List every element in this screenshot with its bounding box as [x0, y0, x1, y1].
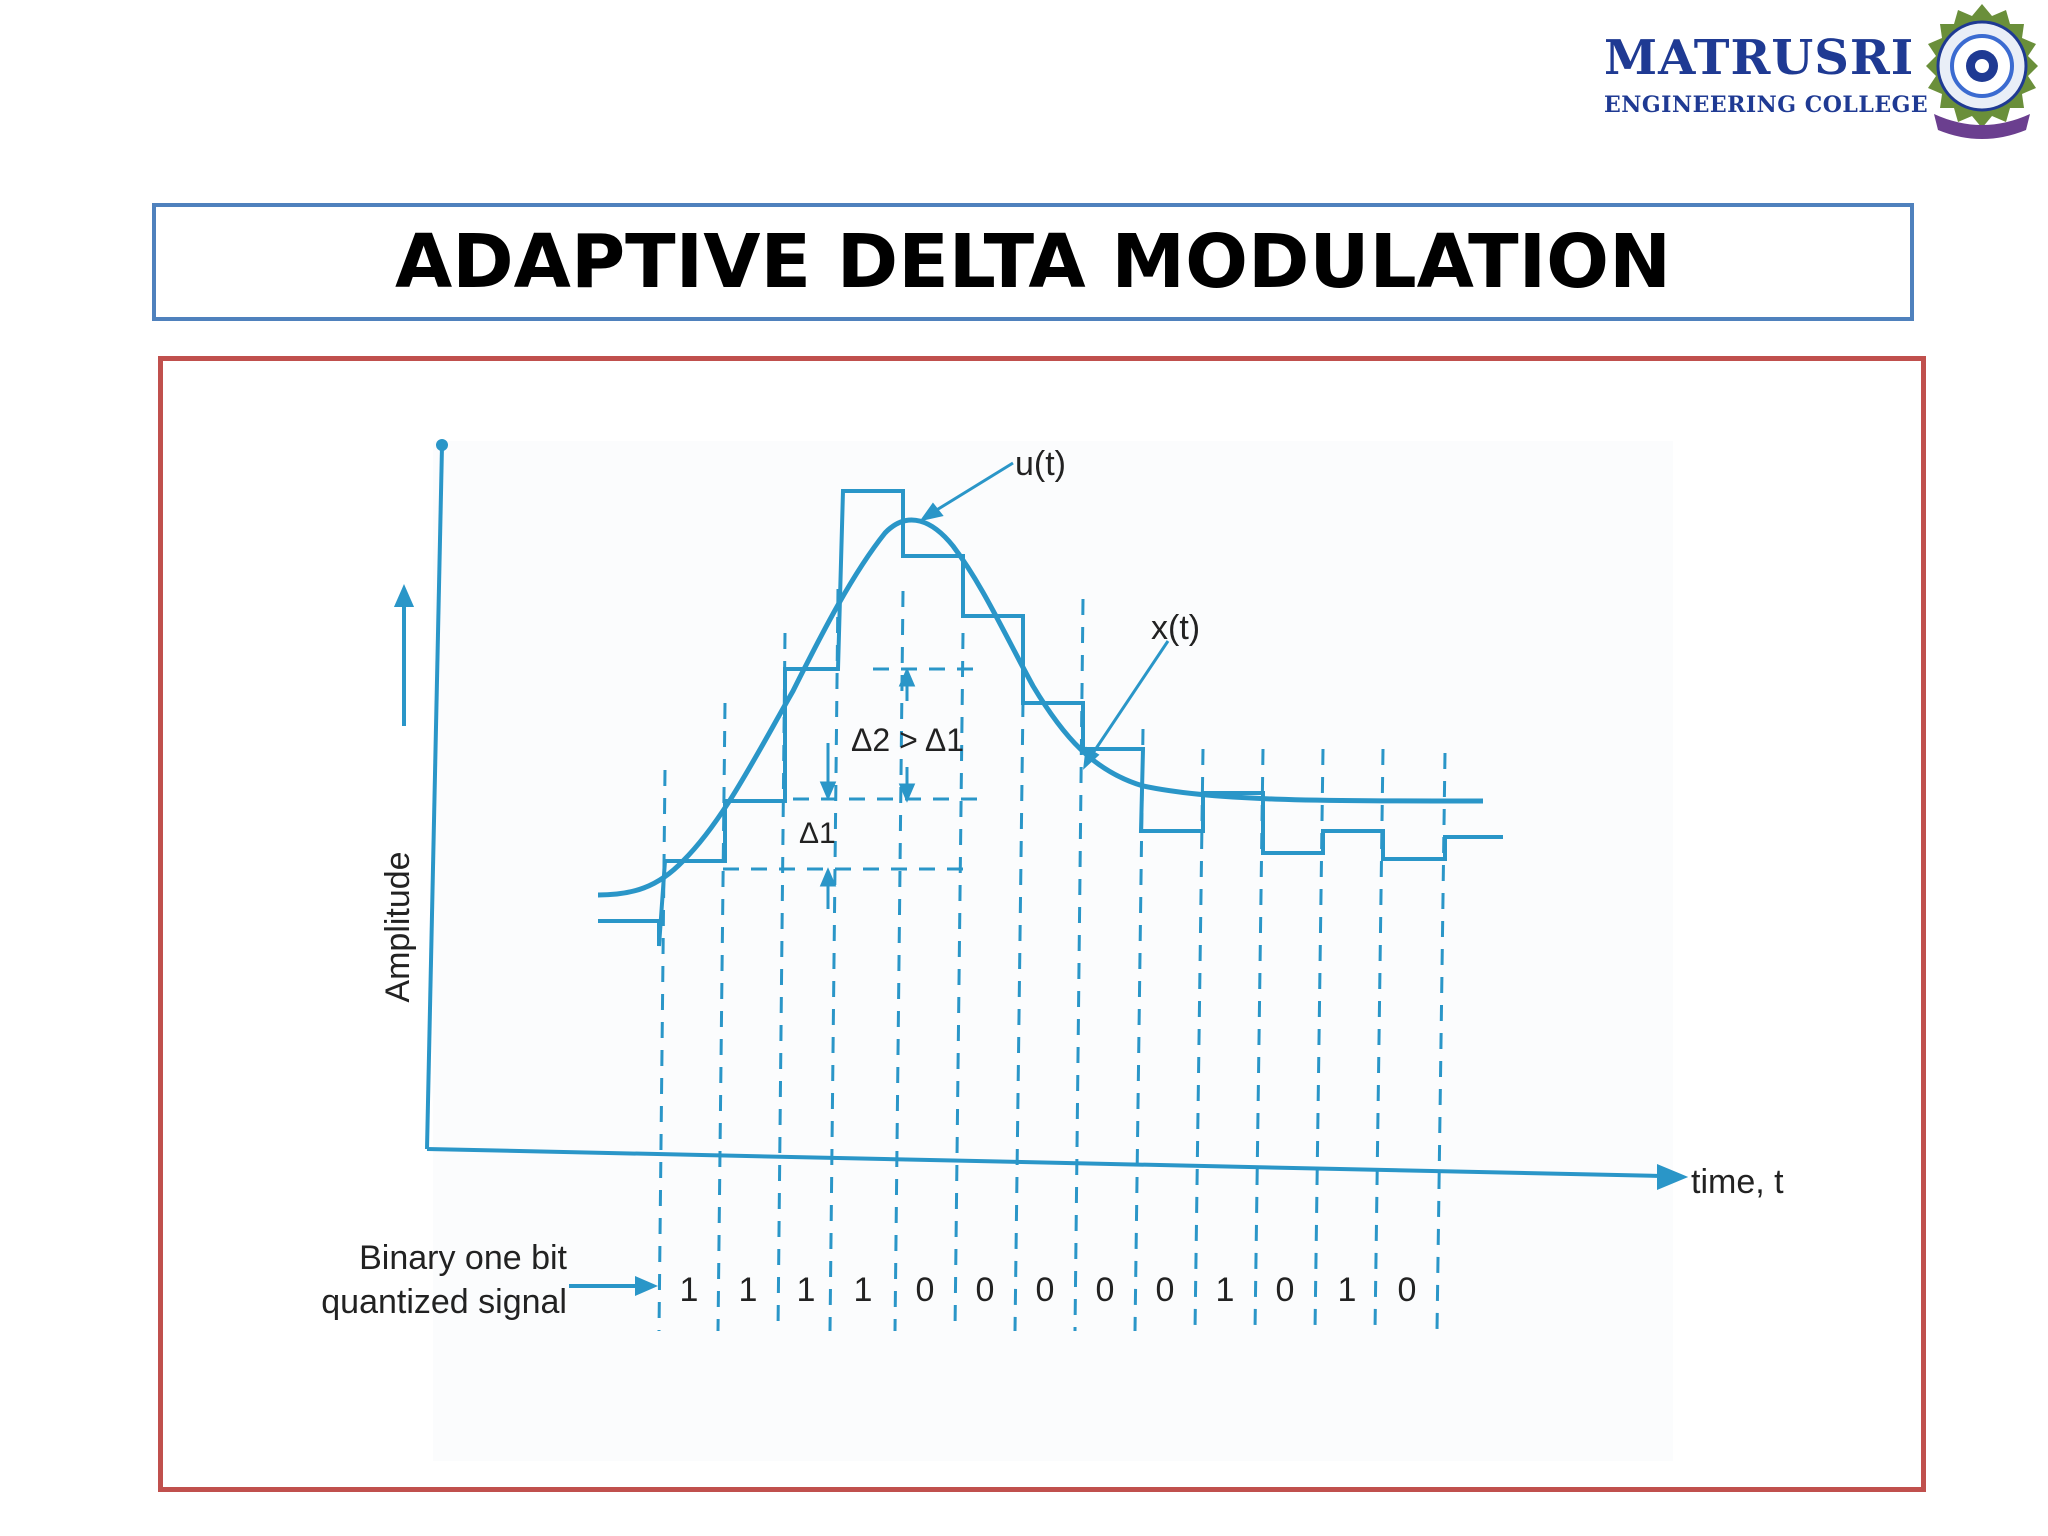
axes	[393, 439, 1689, 1297]
college-seal-icon	[1926, 4, 2038, 139]
bit-value: 0	[1276, 1271, 1295, 1309]
slide-title-box: ADAPTIVE DELTA MODULATION	[152, 203, 1914, 321]
y-axis	[425, 445, 444, 1150]
bits-label-line2: quantized signal	[321, 1283, 567, 1321]
slide-title: ADAPTIVE DELTA MODULATION	[394, 219, 1672, 305]
bit-value: 0	[1036, 1271, 1055, 1309]
x-axis	[426, 1147, 1662, 1178]
bit-value: 0	[1156, 1271, 1175, 1309]
bit-value: 1	[854, 1271, 873, 1309]
college-logo: MATRUSRI ENGINEERING COLLEGE	[1590, 0, 2048, 150]
bits-label-line1: Binary one bit	[359, 1239, 567, 1277]
college-subtitle: ENGINEERING COLLEGE	[1604, 92, 1929, 118]
adaptive-delta-modulation-diagram: Amplitude time, t u(t) x(t) Δ2 > Δ1 Δ1 B…	[321, 439, 1784, 1461]
y-axis-end-dot	[436, 439, 448, 451]
amplitude-arrow-head	[393, 584, 415, 607]
bit-value: 0	[1096, 1271, 1115, 1309]
bit-value: 0	[976, 1271, 995, 1309]
y-axis-label: Amplitude	[379, 851, 417, 1002]
bit-value: 0	[1398, 1271, 1417, 1309]
bit-value: 1	[739, 1271, 758, 1309]
step-arrows	[819, 667, 916, 909]
staircase-approximation	[598, 489, 1503, 947]
diagram-frame: Amplitude time, t u(t) x(t) Δ2 > Δ1 Δ1 B…	[158, 356, 1926, 1492]
bit-value: 1	[1216, 1271, 1235, 1309]
delta-compare-label: Δ2 > Δ1	[851, 722, 964, 758]
x-curve-label: x(t)	[1151, 609, 1200, 647]
college-name: MATRUSRI	[1604, 30, 1915, 86]
delta-small-label: Δ1	[799, 817, 836, 850]
x-axis-arrow	[1657, 1164, 1689, 1190]
input-signal-curve	[597, 517, 1484, 898]
bit-value: 0	[916, 1271, 935, 1309]
bit-value: 1	[1338, 1271, 1357, 1309]
step-guides	[723, 667, 978, 871]
bit-value: 1	[680, 1271, 699, 1309]
x-axis-label: time, t	[1691, 1163, 1784, 1201]
u-curve-label: u(t)	[1015, 445, 1066, 483]
label-pointers	[919, 461, 1170, 770]
bits-arrow-head	[635, 1275, 658, 1297]
bit-value: 1	[797, 1271, 816, 1309]
